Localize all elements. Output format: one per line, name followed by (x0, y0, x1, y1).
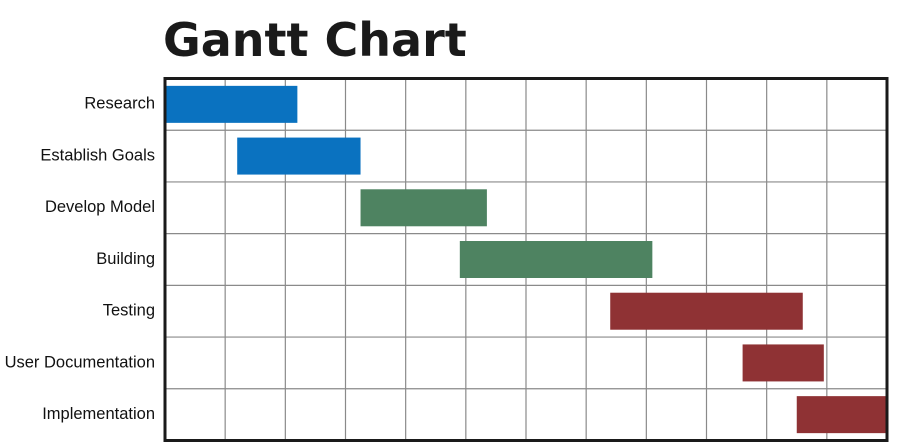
task-bar (796, 396, 887, 434)
task-bar (742, 344, 824, 382)
task-label: User Documentation (5, 353, 155, 371)
task-label: Research (84, 95, 155, 113)
chart-title: Gantt Chart (163, 13, 467, 67)
task-bars (165, 85, 887, 434)
task-bar (610, 292, 803, 330)
task-label: Building (96, 250, 155, 268)
task-labels: Research Establish Goals Develop Model Buil… (5, 95, 155, 423)
task-bar (237, 137, 361, 175)
task-label: Testing (103, 302, 155, 320)
task-bar (165, 85, 298, 123)
task-label: Establish Goals (40, 146, 155, 164)
task-label: Implementation (42, 405, 155, 423)
task-label: Develop Model (45, 198, 155, 216)
task-bar (459, 241, 653, 278)
plot-frame (163, 77, 889, 442)
task-bar (360, 189, 487, 227)
